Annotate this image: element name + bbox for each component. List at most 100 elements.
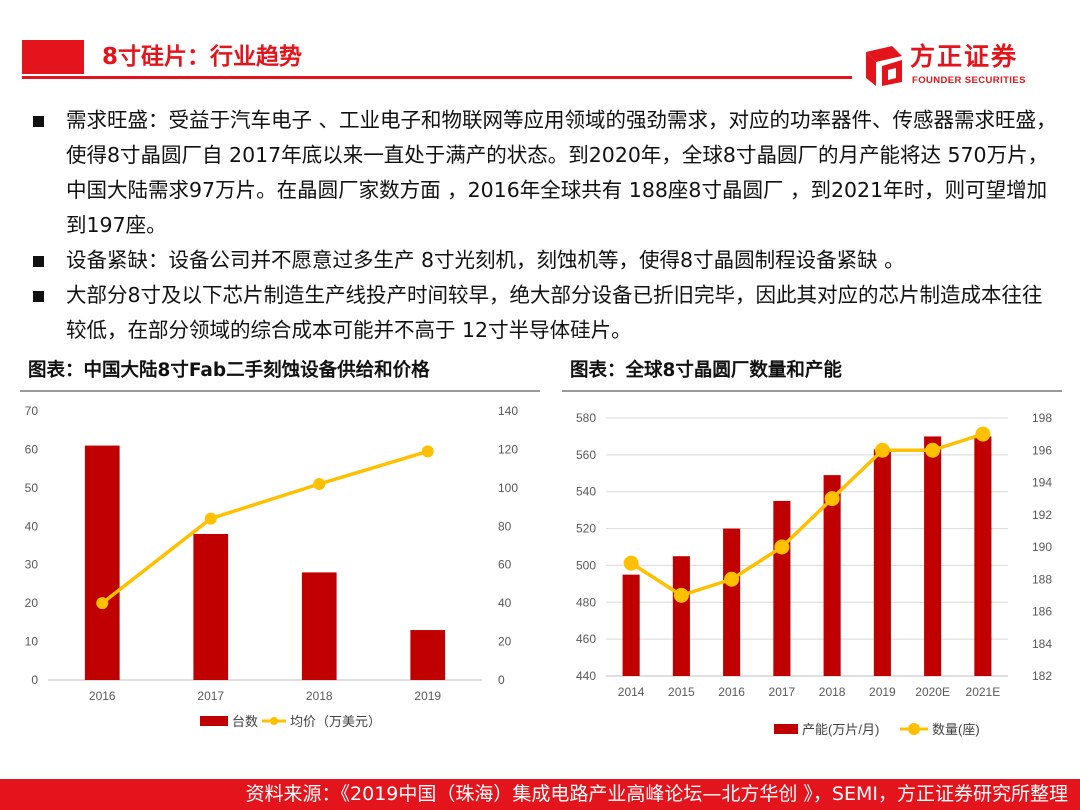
y-right-tick-label: 120	[498, 442, 518, 456]
left-chart-svg: 0 10 20 30 40 50 60 70 0 20 40 60 80 100 120 140 2016 201…	[25, 404, 519, 729]
logo-chinese-name: 方正证券	[910, 42, 1019, 71]
footer-bar: 资料来源：《2019中国（珠海）集成电路产业高峰论坛—北方华创 》，SEMI，方…	[0, 779, 1080, 810]
bar	[672, 556, 690, 676]
bar	[823, 475, 841, 676]
right-chart-title: 图表：全球8寸晶圆厂数量和产能	[570, 360, 842, 381]
y-left-tick-label: 500	[576, 558, 596, 572]
y-left-tick-label: 480	[576, 595, 596, 609]
y-right-tick-label: 190	[1032, 540, 1052, 554]
legend-line-marker	[270, 717, 278, 725]
y-right-tick-label: 194	[1032, 476, 1052, 490]
legend-line-marker	[908, 723, 920, 735]
y-right-tick-label: 40	[498, 596, 512, 610]
x-tick-label: 2017	[769, 685, 796, 699]
line-point	[673, 587, 689, 603]
left-chart-title: 图表：中国大陆8寸Fab二手刻蚀设备供给和价格	[28, 360, 430, 381]
legend-bar-swatch	[774, 724, 798, 734]
y-left-tick-label: 10	[25, 635, 39, 649]
bar	[84, 445, 120, 680]
y-right-tick-label: 192	[1032, 508, 1052, 522]
bullet-text: 需求旺盛：受益于汽车电子 、工业电子和物联网等应用领域的强劲需求，对应的功率器件…	[66, 108, 1057, 237]
series-line	[101, 449, 429, 605]
y-left-tick-label: 520	[576, 522, 596, 536]
x-tick-label: 2017	[197, 689, 224, 703]
y-right-tick-label: 60	[498, 558, 512, 572]
line-point	[975, 426, 991, 442]
bullet-text: 设备紧缺：设备公司并不愿意过多生产 8寸光刻机，刻蚀机等，使得8寸晶圆制程设备紧…	[66, 248, 905, 272]
x-tick-label: 2018	[306, 689, 333, 703]
y-right-tick-label: 140	[498, 404, 518, 418]
bar	[622, 574, 640, 676]
line-point	[313, 478, 326, 491]
line-point	[204, 512, 217, 525]
y-right-tick-label: 186	[1032, 605, 1052, 619]
y-right-tick-label: 198	[1032, 411, 1052, 425]
y-left-tick-label: 40	[25, 519, 39, 533]
bar	[974, 436, 992, 676]
x-tick-label: 2019	[414, 689, 441, 703]
founder-logo: 方正证券 FOUNDER SECURITIES	[862, 42, 1062, 92]
title-divider	[22, 76, 852, 79]
bullet-square-icon	[33, 256, 44, 267]
line-point	[421, 445, 434, 458]
title-red-block	[22, 40, 84, 74]
y-left-tick-label: 0	[31, 673, 38, 687]
y-left-tick-label: 540	[576, 485, 596, 499]
y-right-tick-label: 100	[498, 481, 518, 495]
y-right-tick-label: 20	[498, 635, 512, 649]
right-chart-svg: 440 460 480 500 520 540 560 580 182 184 186 188 190 1…	[576, 411, 1052, 737]
bullet-text: 大部分8寸及以下芯片制造生产线投产时间较早，绝大部分设备已折旧完毕，因此其对应的…	[66, 283, 1043, 342]
line-point	[724, 571, 740, 587]
line-point	[774, 539, 790, 555]
y-right-tick-label: 0	[498, 673, 505, 687]
bar	[723, 528, 741, 676]
y-right-tick-label: 80	[498, 519, 512, 533]
bar	[924, 436, 942, 676]
x-tick-label: 2021E	[966, 685, 1001, 699]
y-left-tick-label: 70	[25, 404, 39, 418]
x-tick-label: 2016	[89, 689, 116, 703]
legend-bar-label: 产能(万片/月)	[802, 722, 879, 737]
x-tick-label: 2014	[618, 685, 645, 699]
bullet-square-icon	[33, 291, 44, 302]
footer-source: 资料来源：《2019中国（珠海）集成电路产业高峰论坛—北方华创 》，SEMI，方…	[245, 783, 1068, 805]
bar	[773, 500, 791, 676]
bullet-cost: 大部分8寸及以下芯片制造生产线投产时间较早，绝大部分设备已折旧完毕，因此其对应的…	[30, 278, 1060, 348]
line-point	[824, 491, 840, 507]
x-tick-label: 2015	[668, 685, 695, 699]
x-tick-label: 2020E	[915, 685, 950, 699]
y-left-tick-label: 440	[576, 669, 596, 683]
legend-line-label: 均价（万美元）	[290, 714, 381, 729]
y-left-tick-label: 20	[25, 596, 39, 610]
right-chart-title-rule	[562, 390, 1062, 392]
bar	[193, 533, 229, 680]
x-tick-label: 2016	[718, 685, 745, 699]
line-point	[874, 442, 890, 458]
bar	[301, 572, 337, 680]
founder-logo-icon	[866, 46, 902, 86]
bar	[410, 630, 446, 680]
bar	[873, 449, 891, 676]
series-line	[630, 432, 984, 598]
y-left-tick-label: 460	[576, 632, 596, 646]
y-right-tick-label: 188	[1032, 572, 1052, 586]
line-point	[623, 555, 639, 571]
bullet-square-icon	[33, 116, 44, 127]
y-right-tick-label: 196	[1032, 443, 1052, 457]
y-left-tick-label: 30	[25, 558, 39, 572]
y-left-tick-label: 60	[25, 442, 39, 456]
y-right-tick-label: 182	[1032, 669, 1052, 683]
legend-bar-label: 台数	[232, 714, 258, 729]
legend-line-label: 数量(座)	[932, 722, 980, 737]
y-left-tick-label: 560	[576, 448, 596, 462]
y-left-tick-label: 580	[576, 411, 596, 425]
bullet-equipment: 设备紧缺：设备公司并不愿意过多生产 8寸光刻机，刻蚀机等，使得8寸晶圆制程设备紧…	[30, 243, 1060, 278]
left-chart-title-rule	[20, 390, 540, 392]
logo-english-name: FOUNDER SECURITIES	[912, 75, 1026, 86]
y-right-tick-label: 184	[1032, 637, 1052, 651]
page-title: 8寸硅片：行业趋势	[102, 44, 303, 70]
bullet-demand: 需求旺盛：受益于汽车电子 、工业电子和物联网等应用领域的强劲需求，对应的功率器件…	[30, 103, 1060, 243]
legend-bar-swatch	[200, 716, 228, 726]
x-tick-label: 2019	[869, 685, 896, 699]
line-point	[925, 442, 941, 458]
